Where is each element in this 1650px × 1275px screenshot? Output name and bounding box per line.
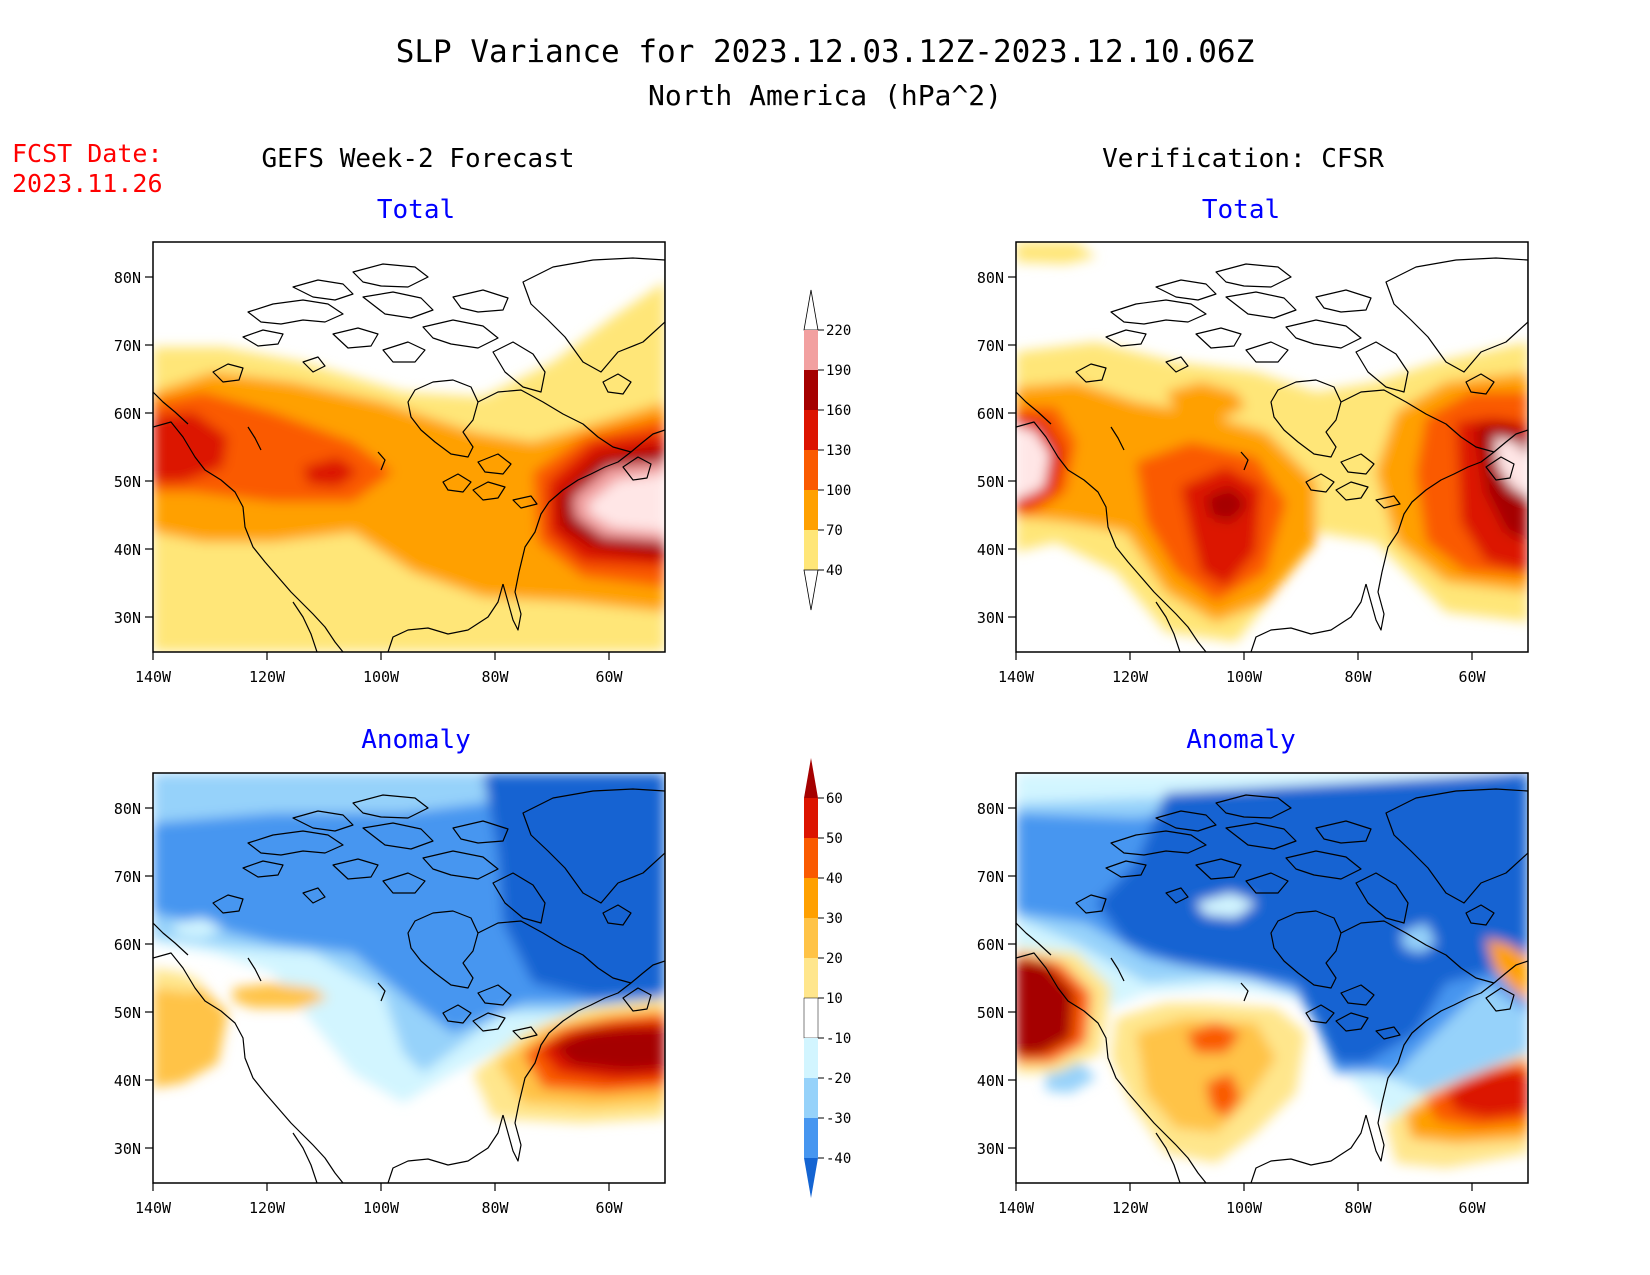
- legend-value: 30: [826, 911, 843, 927]
- legend-value: 40: [826, 871, 843, 887]
- lat-tick-label: 70N: [977, 868, 1004, 886]
- legend-value: -10: [826, 1031, 851, 1047]
- lon-tick-label: 100W: [1226, 1199, 1263, 1217]
- figure-title: SLP Variance for 2023.12.03.12Z-2023.12.…: [396, 34, 1255, 70]
- panel-title-forecast-total: Total: [377, 195, 455, 225]
- lat-tick-label: 60N: [977, 405, 1004, 423]
- legend-value: 10: [826, 991, 843, 1007]
- legend-total: 220 190 160 130 100 70 40: [803, 289, 851, 611]
- panel-verification-anomaly: [1015, 772, 1529, 1184]
- lat-tick-label: 70N: [977, 337, 1004, 355]
- figure-subtitle: North America (hPa^2): [648, 79, 1002, 112]
- legend-swatch: [804, 1078, 818, 1118]
- legend-value: 100: [826, 483, 851, 499]
- lat-tick-label: 30N: [114, 1140, 141, 1158]
- lat-tick-label: 40N: [114, 1072, 141, 1090]
- panel-title-verification-anomaly: Anomaly: [1186, 725, 1296, 755]
- legend-swatch: [804, 798, 818, 838]
- legend-swatch: [803, 569, 819, 611]
- lat-tick-label: 80N: [977, 800, 1004, 818]
- lon-tick-label: 140W: [135, 1199, 172, 1217]
- panel-verification-total: [1015, 241, 1529, 653]
- panel-forecast-anomaly: [152, 772, 666, 1184]
- legend-value: 60: [826, 791, 843, 807]
- lat-tick-label: 50N: [977, 1004, 1004, 1022]
- lat-tick-label: 60N: [114, 936, 141, 954]
- fcst-date-value: 2023.11.26: [12, 169, 163, 198]
- lat-tick-label: 50N: [114, 1004, 141, 1022]
- lat-tick-label: 80N: [114, 269, 141, 287]
- legend-anomaly: 60 50 40 30 20 10 -10 -20 -30 -40: [803, 758, 851, 1198]
- lat-tick-label: 30N: [977, 1140, 1004, 1158]
- lat-tick-label: 80N: [114, 800, 141, 818]
- legend-swatch: [804, 1118, 818, 1158]
- legend-value: 70: [826, 523, 843, 539]
- lon-tick-label: 60W: [1458, 1199, 1486, 1217]
- legend-value: -30: [826, 1111, 851, 1127]
- lon-tick-label: 80W: [1344, 1199, 1372, 1217]
- legend-swatch: [804, 1038, 818, 1078]
- lon-tick-label: 100W: [363, 668, 400, 686]
- panel-title-forecast-anomaly: Anomaly: [361, 725, 471, 755]
- lat-tick-label: 60N: [977, 936, 1004, 954]
- legend-value: 160: [826, 403, 851, 419]
- legend-swatch: [804, 530, 818, 570]
- lon-tick-label: 140W: [998, 668, 1035, 686]
- lat-tick-label: 40N: [114, 541, 141, 559]
- lat-tick-label: 30N: [114, 609, 141, 627]
- lon-tick-label: 100W: [363, 1199, 400, 1217]
- legend-swatch: [804, 838, 818, 878]
- lon-tick-label: 120W: [1112, 1199, 1149, 1217]
- lat-tick-label: 60N: [114, 405, 141, 423]
- legend-value: -40: [826, 1151, 851, 1167]
- column-title-forecast: GEFS Week-2 Forecast: [261, 144, 574, 174]
- legend-value: 220: [826, 323, 851, 339]
- lon-tick-label: 60W: [1458, 668, 1486, 686]
- legend-value: 20: [826, 951, 843, 967]
- lat-tick-label: 40N: [977, 1072, 1004, 1090]
- legend-swatch: [804, 370, 818, 410]
- legend-swatch: [803, 289, 819, 331]
- fcst-date-label: FCST Date:: [12, 139, 163, 168]
- legend-swatch: [804, 330, 818, 370]
- panel-title-verification-total: Total: [1202, 195, 1280, 225]
- legend-swatch: [804, 758, 818, 798]
- legend-swatch: [804, 918, 818, 958]
- legend-swatch: [804, 1158, 818, 1198]
- legend-swatch: [804, 958, 818, 998]
- legend-swatch: [804, 450, 818, 490]
- lat-tick-label: 80N: [977, 269, 1004, 287]
- legend-value: 40: [826, 563, 843, 579]
- lat-tick-label: 70N: [114, 337, 141, 355]
- lon-tick-label: 80W: [1344, 668, 1372, 686]
- legend-value: 50: [826, 831, 843, 847]
- lon-tick-label: 140W: [135, 668, 172, 686]
- lon-tick-label: 100W: [1226, 668, 1263, 686]
- lon-tick-label: 60W: [595, 668, 623, 686]
- legend-swatch: [803, 997, 819, 1039]
- legend-swatch: [804, 878, 818, 918]
- lon-tick-label: 120W: [249, 1199, 286, 1217]
- lat-tick-label: 40N: [977, 541, 1004, 559]
- lon-tick-label: 60W: [595, 1199, 623, 1217]
- lat-tick-label: 50N: [977, 473, 1004, 491]
- lat-tick-label: 30N: [977, 609, 1004, 627]
- legend-value: 130: [826, 443, 851, 459]
- lon-tick-label: 80W: [481, 1199, 509, 1217]
- axes-layer: 140W 120W 100W 80W 60W 80N 70N 60N 50N 40N 30N 140W…: [114, 269, 1487, 1217]
- panel-forecast-total: [152, 241, 666, 653]
- lon-tick-label: 120W: [1112, 668, 1149, 686]
- lon-tick-label: 120W: [249, 668, 286, 686]
- legend-value: -20: [826, 1071, 851, 1087]
- lon-tick-label: 80W: [481, 668, 509, 686]
- legend-swatch: [804, 410, 818, 450]
- lat-tick-label: 70N: [114, 868, 141, 886]
- lat-tick-label: 50N: [114, 473, 141, 491]
- column-title-verification: Verification: CFSR: [1102, 144, 1384, 174]
- legend-swatch: [804, 490, 818, 530]
- legend-value: 190: [826, 363, 851, 379]
- lon-tick-label: 140W: [998, 1199, 1035, 1217]
